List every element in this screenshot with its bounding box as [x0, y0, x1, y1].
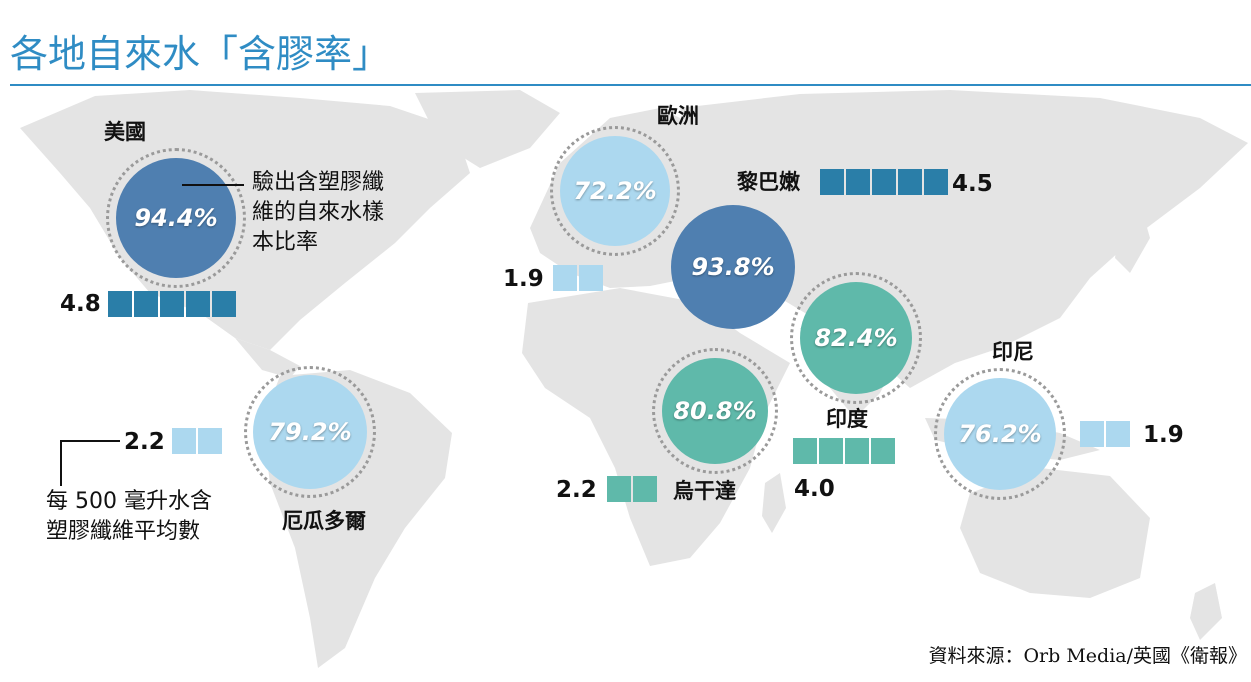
avg-note-leader-horizontal: [60, 440, 120, 442]
madagascar-landmass: [762, 473, 786, 533]
avg-block: [846, 169, 870, 195]
avg-block: [212, 291, 236, 317]
avg-blocks-usa: [108, 291, 236, 317]
avg-block: [820, 169, 844, 195]
avg-block: [898, 169, 922, 195]
region-label-europe: 歐洲: [657, 103, 699, 128]
avg-block: [607, 476, 631, 502]
rate-ring-usa: [106, 148, 246, 288]
rate-value-europe: 72.2%: [573, 177, 657, 205]
avg-value-ecuador: 2.2: [124, 429, 165, 455]
avg-block: [579, 265, 603, 291]
rate-ring-indonesia: [934, 368, 1066, 500]
rate-ring-ecuador: [244, 366, 376, 498]
avg-block: [793, 438, 817, 464]
rate-note-line-2: 維的自來水樣: [252, 200, 385, 225]
rate-circle-ecuador: 79.2%: [253, 375, 367, 489]
avg-block: [1080, 421, 1104, 447]
avg-value-usa: 4.8: [60, 291, 101, 317]
avg-block: [819, 438, 843, 464]
avg-blocks-india: [793, 438, 895, 464]
japan-landmass: [1115, 203, 1150, 273]
avg-blocks-ecuador: [172, 428, 222, 454]
rate-circle-uganda: 80.8%: [662, 358, 768, 464]
avg-block: [186, 291, 210, 317]
region-label-indonesia: 印尼: [992, 339, 1034, 364]
avg-block: [633, 476, 657, 502]
central-america-landmass: [235, 338, 300, 378]
rate-value-indonesia: 76.2%: [958, 420, 1042, 448]
rate-circle-usa: 94.4%: [116, 158, 236, 278]
rate-note-line-3: 本比率: [252, 230, 319, 255]
rate-value-usa: 94.4%: [134, 204, 218, 232]
avg-blocks-uganda: [607, 476, 657, 502]
avg-block: [924, 169, 948, 195]
avg-block: [160, 291, 184, 317]
rate-circle-lebanon: 93.8%: [671, 205, 795, 329]
avg-block: [134, 291, 158, 317]
rate-ring-europe: [550, 126, 680, 256]
rate-ring-uganda: [652, 348, 778, 474]
avg-block: [553, 265, 577, 291]
avg-block: [871, 438, 895, 464]
avg-block: [108, 291, 132, 317]
rate-note-leader-line: [182, 184, 244, 186]
region-label-india: 印度: [826, 406, 868, 431]
source-credit: 資料來源：Orb Media/英國《衛報》: [928, 645, 1247, 667]
avg-note-line-2: 塑膠纖維平均數: [46, 519, 201, 544]
avg-block: [172, 428, 196, 454]
region-label-ecuador: 厄瓜多爾: [282, 508, 366, 533]
region-label-uganda: 烏干達: [673, 478, 736, 503]
rate-note: 驗出含塑膠纖 維的自來水樣 本比率: [252, 168, 384, 258]
avg-blocks-indonesia: [1080, 421, 1130, 447]
avg-note-line-1: 每 500 毫升水含: [46, 489, 212, 514]
rate-value-india: 82.4%: [814, 324, 898, 352]
rate-value-uganda: 80.8%: [673, 397, 757, 425]
avg-value-uganda: 2.2: [556, 477, 597, 503]
avg-note-leader-vertical: [60, 440, 62, 486]
title-divider: [10, 84, 1251, 86]
rate-circle-india: 82.4%: [800, 282, 912, 394]
avg-value-europe: 1.9: [503, 266, 544, 292]
avg-block: [1106, 421, 1130, 447]
avg-value-lebanon: 4.5: [952, 171, 993, 197]
avg-note: 每 500 毫升水含 塑膠纖維平均數: [46, 487, 212, 547]
rate-value-ecuador: 79.2%: [268, 418, 352, 446]
new-zealand-landmass: [1190, 583, 1222, 640]
avg-block: [872, 169, 896, 195]
region-label-usa: 美國: [104, 119, 146, 144]
rate-note-line-1: 驗出含塑膠纖: [252, 170, 385, 195]
greenland-landmass: [415, 90, 560, 168]
rate-circle-indonesia: 76.2%: [944, 378, 1056, 490]
rate-ring-india: [790, 272, 922, 404]
avg-value-india: 4.0: [794, 476, 835, 502]
rate-circle-europe: 72.2%: [560, 136, 670, 246]
avg-value-indonesia: 1.9: [1143, 422, 1184, 448]
avg-blocks-europe: [553, 265, 603, 291]
region-label-lebanon: 黎巴嫩: [737, 169, 800, 194]
avg-block: [198, 428, 222, 454]
rate-value-lebanon: 93.8%: [691, 253, 775, 281]
australia-landmass: [960, 468, 1150, 598]
page-title: 各地自來水「含膠率」: [10, 32, 391, 76]
avg-blocks-lebanon: [820, 169, 948, 195]
avg-block: [845, 438, 869, 464]
